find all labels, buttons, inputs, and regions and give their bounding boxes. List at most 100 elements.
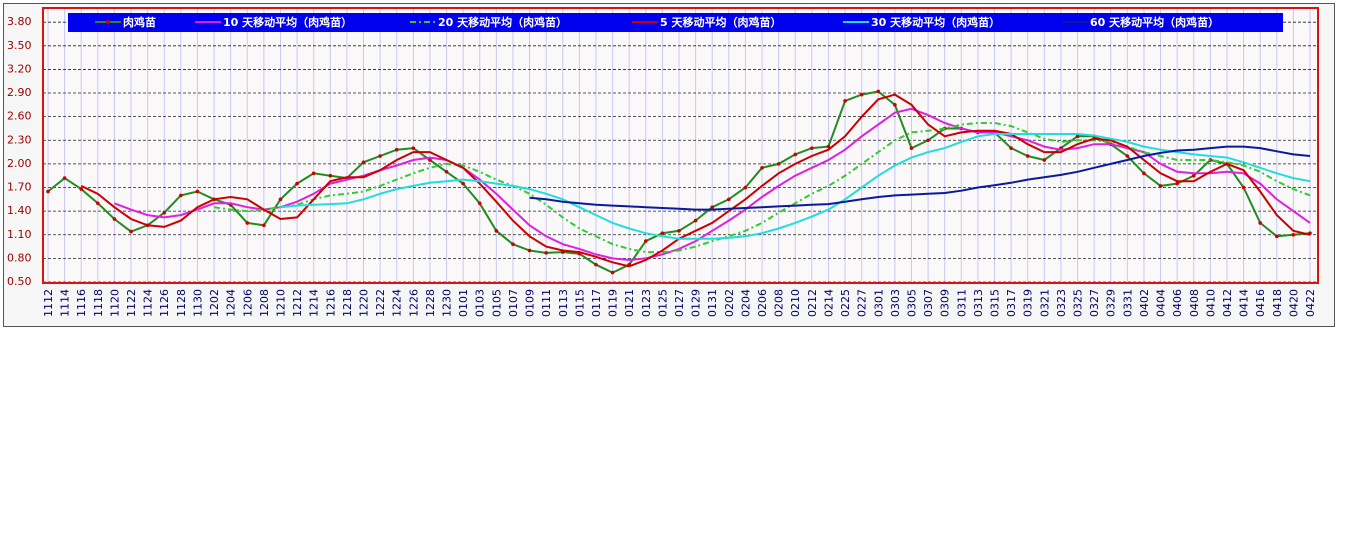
x-tick-label: 0402 — [1138, 289, 1151, 317]
x-tick-label: 0420 — [1287, 289, 1300, 317]
point — [660, 231, 665, 235]
legend-label: 30 天移动平均（肉鸡苗） — [871, 15, 1000, 29]
y-tick-label: 2.00 — [7, 157, 32, 170]
point — [278, 197, 283, 202]
x-tick-label: 0129 — [690, 289, 703, 317]
point — [1042, 158, 1047, 162]
point — [262, 223, 266, 228]
point — [79, 187, 84, 191]
x-tick-label: 0119 — [607, 289, 620, 317]
point — [1191, 173, 1196, 178]
point — [843, 99, 847, 103]
point — [1291, 232, 1296, 237]
point — [328, 173, 333, 178]
x-tick-label: 0121 — [623, 289, 636, 317]
legend-marker — [106, 20, 110, 24]
y-tick-label: 0.80 — [7, 251, 32, 264]
legend-label: 5 天移动平均（肉鸡苗） — [660, 15, 781, 29]
x-tick-label: 0414 — [1238, 289, 1251, 317]
point — [643, 239, 648, 243]
x-tick-label: 1218 — [341, 289, 354, 317]
x-tick-label: 1226 — [407, 289, 420, 317]
x-tick-label: 1214 — [308, 289, 321, 317]
point — [195, 189, 200, 194]
x-tick-label: 0101 — [457, 289, 470, 317]
x-tick-label: 0105 — [490, 289, 503, 317]
x-tick-label: 0327 — [1088, 289, 1101, 317]
point — [477, 201, 482, 206]
point — [411, 146, 416, 150]
point — [1009, 146, 1013, 150]
x-tick-label: 1216 — [324, 289, 337, 317]
x-tick-label: 0408 — [1188, 289, 1201, 317]
x-tick-label: 1120 — [108, 289, 121, 317]
point — [826, 144, 831, 149]
point — [610, 270, 615, 275]
point — [544, 251, 548, 255]
x-tick-label: 0202 — [723, 289, 736, 317]
lines — [46, 89, 1312, 275]
x-tick-label: 1204 — [225, 289, 238, 317]
y-tick-label: 3.20 — [7, 62, 32, 75]
x-tick-label: 1122 — [125, 289, 138, 317]
point — [743, 185, 748, 190]
x-tick-label: 1114 — [59, 289, 72, 317]
y-tick-label: 3.50 — [7, 39, 32, 52]
y-tick-label: 3.80 — [7, 15, 32, 28]
point — [444, 169, 449, 174]
x-tick-label: 0416 — [1254, 289, 1267, 317]
x-tick-label: 0315 — [989, 289, 1002, 317]
x-tick-label: 0301 — [872, 289, 885, 317]
x-tick-label: 1222 — [374, 289, 387, 317]
x-tick-label: 0214 — [822, 289, 835, 317]
series-line — [114, 107, 1311, 262]
point — [62, 176, 67, 180]
x-tick-label: 0225 — [839, 289, 852, 317]
x-tick-label: 0204 — [739, 289, 752, 317]
x-tick-label: 0103 — [474, 289, 487, 317]
x-tick-label: 1208 — [258, 289, 271, 317]
point — [710, 205, 715, 210]
x-tick-label: 0404 — [1155, 289, 1168, 317]
x-tick-label: 0319 — [1022, 289, 1035, 317]
x-tick-label: 0111 — [540, 289, 553, 317]
x-tick-label: 0212 — [806, 289, 819, 317]
x-tick-label: 0313 — [972, 289, 985, 317]
point — [494, 229, 499, 233]
x-tick-label: 0206 — [756, 289, 769, 317]
point — [129, 229, 133, 234]
point — [677, 229, 681, 233]
x-tick-label: 0422 — [1304, 289, 1317, 317]
x-tick-label: 1228 — [424, 289, 437, 317]
series-line — [529, 145, 1311, 211]
x-tick-label: 0321 — [1038, 289, 1051, 317]
x-tick-label: 0406 — [1171, 289, 1184, 317]
x-tick-label: 1118 — [92, 289, 105, 317]
legend-label: 10 天移动平均（肉鸡苗） — [223, 15, 352, 29]
x-tick-label: 0329 — [1105, 289, 1118, 317]
point — [1142, 171, 1146, 176]
point — [776, 162, 781, 166]
point — [594, 262, 598, 267]
x-tick-label: 0305 — [905, 289, 918, 317]
x-tick-label: 0311 — [955, 289, 968, 317]
y-tick-label: 1.70 — [7, 181, 32, 194]
x-tick-label: 0113 — [557, 289, 570, 317]
x-tick-label: 0210 — [789, 289, 802, 317]
legend-label: 肉鸡苗 — [123, 15, 156, 29]
point — [394, 147, 399, 152]
point — [428, 158, 432, 162]
point — [693, 218, 698, 223]
point — [1258, 221, 1262, 225]
x-tick-label: 0123 — [640, 289, 653, 317]
x-tick-label: 0317 — [1005, 289, 1018, 317]
point — [527, 248, 532, 253]
point — [96, 201, 100, 206]
x-tick-label: 1124 — [142, 289, 155, 317]
x-tick-label: 0131 — [706, 289, 719, 317]
x-tick-label: 0107 — [507, 289, 520, 317]
point — [859, 92, 864, 97]
legend — [68, 13, 1283, 32]
